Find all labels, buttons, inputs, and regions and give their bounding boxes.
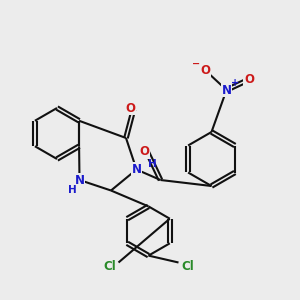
Text: Cl: Cl [103, 260, 116, 274]
Text: N: N [74, 173, 85, 187]
Text: N: N [221, 83, 232, 97]
Text: +: + [231, 78, 239, 88]
Text: O: O [125, 101, 136, 115]
Text: O: O [139, 145, 149, 158]
Text: Cl: Cl [181, 260, 194, 274]
Text: N: N [131, 163, 142, 176]
Text: H: H [148, 159, 157, 169]
Text: −: − [192, 59, 201, 69]
Text: H: H [68, 184, 76, 195]
Text: O: O [244, 73, 254, 86]
Text: O: O [200, 64, 211, 77]
